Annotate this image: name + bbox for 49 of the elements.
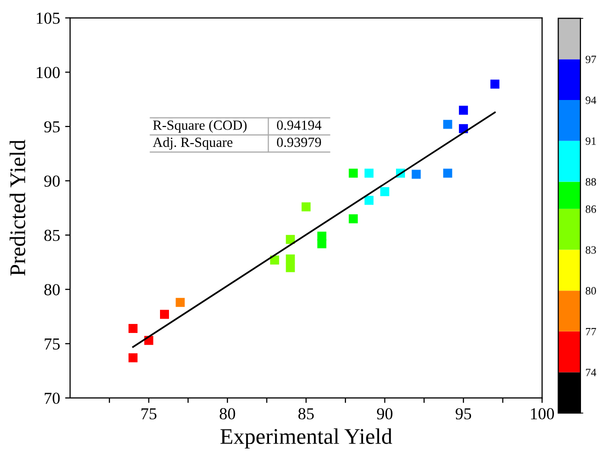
point — [364, 168, 374, 178]
point — [286, 263, 295, 272]
x-tick-label: 95 — [456, 408, 472, 420]
y-tick-label: 90 — [44, 175, 60, 187]
color-bar-label: 80 — [586, 287, 596, 295]
y-tick-label: 70 — [44, 392, 60, 404]
annotation: Adj. R-Square — [152, 137, 232, 150]
point — [380, 187, 390, 196]
y-tick-label: 100 — [36, 66, 60, 78]
color-bar-label: 94 — [586, 96, 596, 104]
annotation: 0.94194 — [276, 120, 322, 130]
point — [302, 202, 311, 212]
color-bar-label: 88 — [586, 178, 596, 186]
annotation: R-Square (COD) — [153, 120, 247, 133]
x-tick-label: 80 — [220, 408, 236, 420]
point — [412, 170, 421, 179]
point — [270, 256, 280, 265]
x-tick-label: 90 — [376, 408, 392, 420]
point — [443, 168, 452, 178]
x-tick-label: 85 — [298, 408, 314, 420]
x-axis-title: Experimental Yield — [220, 428, 392, 448]
annotation: 0.93979 — [276, 138, 322, 148]
x-tick-label: 75 — [142, 408, 156, 420]
color-bar-label: 91 — [586, 137, 596, 145]
y-tick-label: 75 — [44, 338, 60, 350]
color-bar-label: 74 — [586, 368, 596, 376]
color-bar-label: 97 — [586, 56, 596, 64]
color-bar-label: 83 — [586, 246, 596, 254]
y-tick-label: 85 — [44, 230, 60, 242]
point — [286, 234, 295, 244]
x-tick-label: 100 — [531, 408, 554, 420]
point — [128, 353, 138, 362]
point — [128, 324, 138, 333]
point — [458, 106, 468, 115]
y-axis-title: Predicted Yield — [10, 140, 26, 276]
point — [160, 310, 169, 319]
point — [348, 214, 358, 224]
point — [490, 80, 500, 89]
point — [348, 168, 358, 178]
point — [364, 196, 374, 205]
point — [286, 254, 295, 264]
y-tick-label: 95 — [44, 121, 60, 132]
y-tick-label: 80 — [44, 284, 60, 296]
color-bar-label: 86 — [586, 205, 596, 213]
point — [317, 239, 326, 248]
point — [176, 298, 185, 307]
point — [443, 120, 452, 129]
y-tick-label: 105 — [36, 12, 60, 24]
color-bar-label: 77 — [586, 328, 596, 336]
